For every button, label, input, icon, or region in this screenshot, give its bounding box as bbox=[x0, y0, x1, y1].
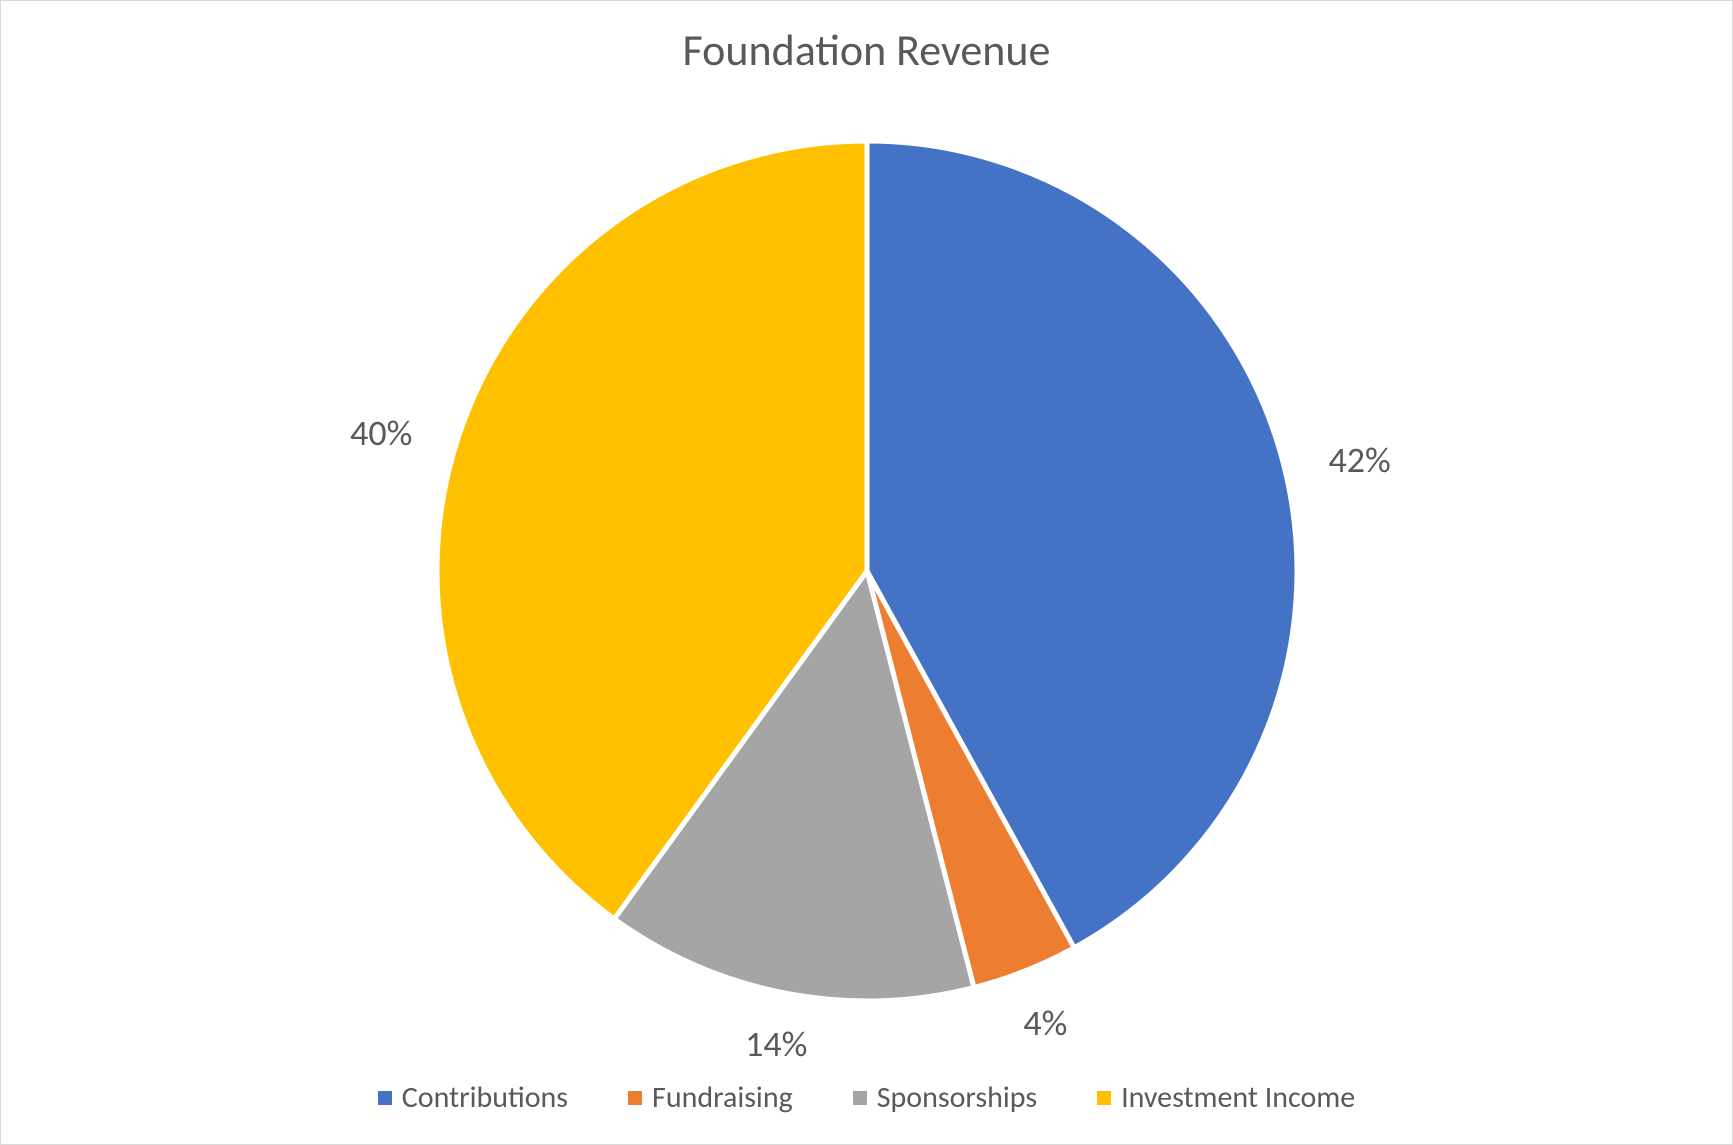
plot-area: 42%4%14%40% bbox=[1, 111, 1732, 1031]
pie-data-label: 40% bbox=[350, 411, 412, 455]
legend: Contributions Fundraising Sponsorships Inve… bbox=[1, 1079, 1732, 1116]
legend-label: Contributions bbox=[402, 1079, 568, 1116]
chart-frame: Foundation Revenue 42%4%14%40% Contribut… bbox=[0, 0, 1733, 1145]
pie-data-label: 42% bbox=[1329, 438, 1391, 482]
legend-item: Fundraising bbox=[628, 1079, 793, 1116]
pie-chart: 42%4%14%40% bbox=[427, 131, 1307, 1011]
legend-item: Investment Income bbox=[1097, 1079, 1355, 1116]
legend-label: Investment Income bbox=[1121, 1079, 1355, 1116]
legend-swatch bbox=[378, 1091, 392, 1105]
legend-item: Sponsorships bbox=[853, 1079, 1037, 1116]
legend-item: Contributions bbox=[378, 1079, 568, 1116]
pie-data-label: 14% bbox=[745, 1022, 807, 1066]
pie-data-label: 4% bbox=[1023, 1001, 1067, 1045]
legend-swatch bbox=[853, 1091, 867, 1105]
pie-svg bbox=[427, 131, 1307, 1011]
legend-label: Sponsorships bbox=[877, 1079, 1037, 1116]
legend-swatch bbox=[628, 1091, 642, 1105]
legend-swatch bbox=[1097, 1091, 1111, 1105]
legend-label: Fundraising bbox=[652, 1079, 793, 1116]
chart-title: Foundation Revenue bbox=[1, 23, 1732, 77]
